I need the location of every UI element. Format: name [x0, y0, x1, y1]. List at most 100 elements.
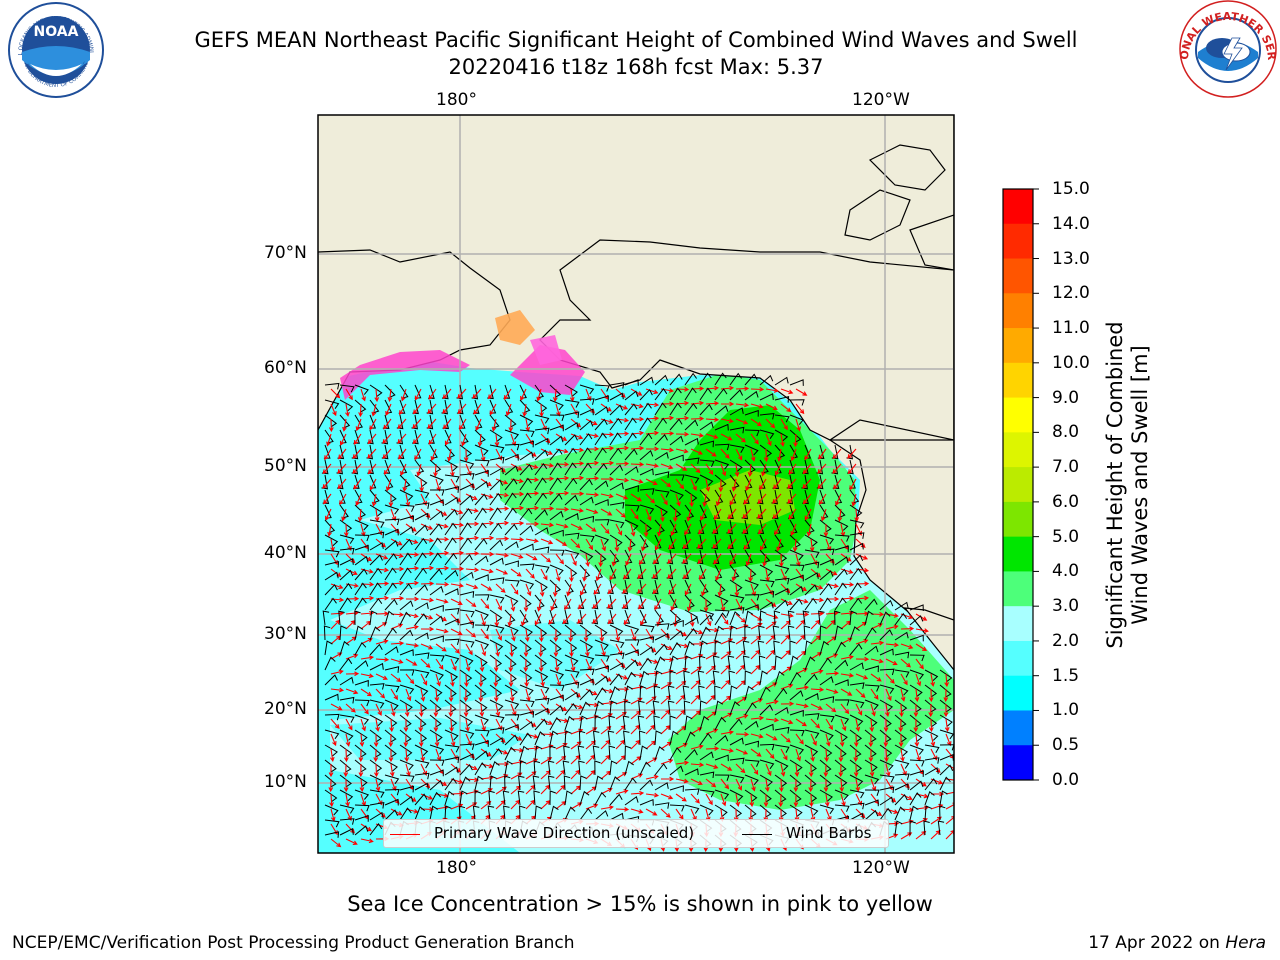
- wave-direction-arrow: [345, 718, 353, 731]
- wind-barb: [684, 402, 698, 416]
- wind-barb: [609, 624, 624, 636]
- wind-barb: [504, 639, 518, 652]
- wind-barb: [354, 804, 370, 812]
- colorbar-tick-label: 3.0: [1052, 596, 1080, 617]
- wind-barb: [459, 763, 473, 776]
- wind-barb: [819, 696, 835, 703]
- wind-barb: [608, 715, 615, 731]
- wind-barb: [354, 699, 370, 707]
- wave-direction-arrow: [435, 478, 441, 492]
- wind-barb: [354, 384, 369, 395]
- wind-barb: [774, 744, 790, 753]
- wave-direction-arrow: [457, 388, 467, 399]
- wave-direction-arrow: [750, 448, 756, 462]
- wave-direction-arrow: [444, 433, 452, 446]
- wave-direction-arrow: [670, 598, 677, 612]
- wind-barb: [608, 745, 616, 761]
- wind-barb: [489, 539, 504, 551]
- wave-direction-arrow: [495, 733, 506, 743]
- wave-direction-arrow: [689, 493, 694, 508]
- wind-barb: [429, 779, 444, 791]
- wind-barb: [384, 384, 396, 399]
- wave-direction-arrow: [697, 553, 707, 565]
- wave-direction-arrow: [720, 778, 730, 790]
- wave-direction-arrow: [325, 508, 332, 521]
- wind-barb: [534, 384, 545, 399]
- wind-barb: [489, 737, 504, 746]
- wind-barb: [834, 744, 847, 758]
- wave-direction-arrow: [735, 402, 750, 408]
- wave-direction-arrow: [570, 491, 585, 497]
- wind-barb: [609, 534, 623, 547]
- wave-direction-arrow: [524, 628, 530, 643]
- wind-barb: [894, 744, 909, 757]
- wind-barb: [909, 820, 916, 836]
- wind-barb: [564, 532, 580, 540]
- wave-direction-arrow: [675, 793, 687, 802]
- wind-barb: [459, 473, 475, 480]
- land-mexico: [903, 607, 954, 671]
- wind-barb: [384, 744, 397, 758]
- wind-barb: [759, 723, 774, 731]
- wind-barb: [609, 793, 623, 806]
- wave-direction-arrow: [337, 463, 347, 474]
- wind-barb: [849, 626, 860, 641]
- wave-direction-arrow: [855, 703, 863, 716]
- wind-barb: [489, 492, 503, 506]
- wave-direction-arrow: [360, 718, 367, 732]
- wind-barb: [459, 790, 468, 806]
- wind-barb: [519, 399, 531, 414]
- wave-direction-arrow: [869, 718, 875, 733]
- wave-direction-arrow: [645, 493, 655, 504]
- wave-direction-arrow: [885, 688, 892, 702]
- wind-barb: [564, 702, 578, 716]
- wave-direction-arrow: [397, 433, 407, 444]
- wave-direction-arrow: [630, 445, 645, 451]
- wave-direction-arrow: [568, 628, 574, 643]
- wind-barb: [834, 504, 846, 519]
- wind-barb: [444, 766, 459, 776]
- wave-direction-arrow: [600, 805, 614, 810]
- wind-barb: [444, 729, 459, 741]
- wind-barb: [369, 683, 385, 690]
- wave-direction-arrow: [780, 613, 794, 618]
- wind-barb: [939, 805, 946, 821]
- wind-barb: [444, 444, 456, 459]
- wind-barb: [684, 768, 699, 776]
- wind-barb: [384, 666, 400, 673]
- wind-barb: [714, 774, 730, 781]
- wind-barb: [834, 582, 847, 596]
- vector-field: [321, 372, 954, 853]
- wind-barb: [774, 804, 787, 818]
- wind-barb: [549, 745, 556, 761]
- wind-barb: [384, 699, 399, 711]
- wave-direction-arrow: [405, 642, 420, 648]
- wind-barb: [459, 684, 472, 698]
- wave-direction-arrow: [520, 613, 527, 627]
- wind-barb: [504, 669, 517, 683]
- wave-direction-arrow: [720, 385, 735, 391]
- wave-direction-arrow: [352, 463, 362, 474]
- wave-direction-arrow: [660, 431, 675, 436]
- wind-barb: [594, 418, 608, 431]
- date-line: 17 Apr 2022 on Hera: [1088, 933, 1266, 953]
- wave-direction-arrow: [495, 703, 501, 717]
- wind-barb: [669, 620, 684, 627]
- wind-barb: [669, 670, 676, 685]
- wave-direction-arrow: [715, 493, 722, 507]
- wave-direction-arrow: [698, 523, 707, 535]
- wave-direction-arrow: [645, 463, 659, 468]
- wind-barb: [324, 597, 337, 611]
- wave-direction-arrow: [510, 598, 516, 612]
- wind-barb: [819, 534, 835, 545]
- wind-barb: [729, 701, 740, 716]
- wind-barb: [519, 805, 526, 821]
- wind-barb: [773, 640, 780, 656]
- wave-direction-arrow: [764, 778, 770, 793]
- wind-barb: [654, 802, 670, 809]
- wave-direction-arrow: [435, 658, 444, 670]
- wave-direction-arrow: [465, 628, 477, 638]
- wave-direction-arrow: [472, 388, 482, 399]
- wind-barb: [579, 549, 594, 562]
- wind-barb: [939, 684, 952, 698]
